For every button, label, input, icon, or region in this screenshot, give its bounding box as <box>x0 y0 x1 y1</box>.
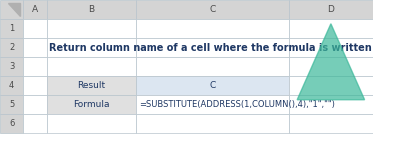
Bar <box>47 95 136 114</box>
Bar <box>47 76 136 95</box>
Bar <box>23 95 47 114</box>
Text: 3: 3 <box>9 62 14 71</box>
Bar <box>0 95 23 114</box>
Text: Formula: Formula <box>73 100 110 109</box>
Bar <box>136 0 289 19</box>
Text: B: B <box>89 5 94 14</box>
Bar <box>23 0 47 19</box>
Bar <box>0 114 23 133</box>
Bar <box>289 0 373 19</box>
Bar <box>47 114 136 133</box>
Text: Result: Result <box>77 81 106 90</box>
Text: Return column name of a cell where the formula is written: Return column name of a cell where the f… <box>50 42 372 53</box>
Text: 6: 6 <box>9 119 14 128</box>
Text: 4: 4 <box>9 81 14 90</box>
Text: 5: 5 <box>9 100 14 109</box>
Bar <box>289 95 373 114</box>
Bar <box>136 76 289 95</box>
Bar <box>136 95 289 114</box>
Bar <box>289 57 373 76</box>
Bar <box>23 114 47 133</box>
Bar <box>23 76 47 95</box>
Text: =SUBSTITUTE(ADDRESS(1,COLUMN(),4),"1",""): =SUBSTITUTE(ADDRESS(1,COLUMN(),4),"1",""… <box>139 100 335 109</box>
Polygon shape <box>297 24 364 100</box>
Bar <box>136 57 289 76</box>
Bar <box>47 57 136 76</box>
Bar <box>289 76 373 95</box>
Bar <box>136 114 289 133</box>
Bar <box>136 19 289 38</box>
Bar <box>47 19 136 38</box>
Text: C: C <box>209 81 215 90</box>
Bar <box>0 0 23 19</box>
Bar <box>0 57 23 76</box>
Text: D: D <box>327 5 334 14</box>
Bar <box>0 19 23 38</box>
Bar <box>47 38 136 57</box>
Bar <box>23 38 47 57</box>
Bar <box>47 0 136 19</box>
Text: 1: 1 <box>9 24 14 33</box>
Text: A: A <box>32 5 38 14</box>
Bar <box>289 19 373 38</box>
Bar <box>289 38 373 57</box>
Bar <box>23 57 47 76</box>
Text: C: C <box>209 5 215 14</box>
Text: 2: 2 <box>9 43 14 52</box>
Bar <box>0 38 23 57</box>
Polygon shape <box>8 3 20 16</box>
Bar <box>136 38 289 57</box>
Bar <box>23 19 47 38</box>
Bar <box>0 76 23 95</box>
Bar <box>289 114 373 133</box>
